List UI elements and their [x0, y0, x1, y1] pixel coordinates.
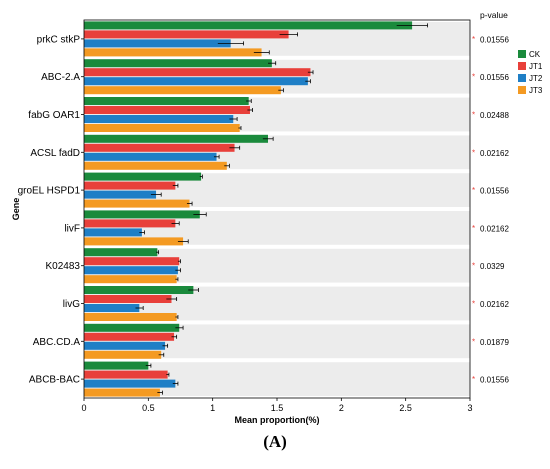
p-value: 0.01556	[480, 35, 509, 44]
category-label: ACSL fadD	[30, 148, 80, 159]
bar	[84, 370, 168, 379]
category-label: fabG OAR1	[28, 110, 80, 121]
category-label: ABCB-BAC	[29, 375, 80, 386]
p-value-marker: *	[472, 186, 475, 195]
bar	[84, 228, 142, 237]
bar	[84, 86, 281, 95]
p-value-marker: *	[472, 73, 475, 82]
bar	[84, 257, 180, 266]
legend-swatch	[518, 62, 526, 70]
p-value-marker: *	[472, 148, 475, 157]
p-value: 0.02162	[480, 300, 509, 309]
bar	[84, 361, 149, 370]
bar	[84, 115, 234, 123]
bar	[84, 332, 175, 341]
p-value-marker: *	[472, 224, 475, 233]
p-value: 0.01879	[480, 338, 509, 347]
bar	[84, 210, 200, 219]
legend-label: CK	[529, 50, 541, 59]
bar	[84, 68, 311, 77]
p-value: 0.01556	[480, 376, 509, 385]
bar	[84, 77, 308, 86]
p-value: 0.02488	[480, 111, 509, 120]
p-value-header: p-value	[480, 10, 508, 20]
bar	[84, 161, 227, 170]
p-value-marker: *	[472, 262, 475, 271]
bar	[84, 295, 172, 303]
bar	[84, 219, 176, 228]
p-value-marker: *	[472, 375, 475, 384]
bar	[84, 341, 166, 350]
p-value: 0.01556	[480, 187, 509, 196]
category-label: livG	[63, 299, 80, 310]
p-value: 0.02162	[480, 149, 509, 158]
x-tick-label: 1.5	[271, 403, 284, 413]
bar	[84, 248, 158, 257]
bar	[84, 124, 240, 132]
bar	[84, 30, 289, 39]
category-label: groEL HSPD1	[18, 186, 81, 197]
category-label: ABC-2.A	[41, 72, 80, 83]
category-label: K02483	[46, 261, 81, 272]
bar	[84, 266, 178, 275]
category-label: ABC.CD.A	[33, 337, 81, 348]
p-value: 0.02162	[480, 224, 509, 233]
bar	[84, 181, 176, 190]
bar	[84, 286, 194, 294]
bar	[84, 152, 217, 161]
bar	[84, 379, 176, 388]
p-value: 0.0329	[480, 262, 505, 271]
x-axis-label: Mean proportion(%)	[235, 415, 320, 425]
bar	[84, 313, 177, 321]
legend-label: JT3	[529, 86, 543, 95]
legend-swatch	[518, 50, 526, 58]
category-label: prkC stkP	[37, 34, 81, 45]
p-value-marker: *	[472, 111, 475, 120]
bar	[84, 59, 272, 68]
bar	[84, 134, 268, 143]
bar	[84, 323, 180, 332]
bar	[84, 143, 235, 152]
bar	[84, 237, 184, 246]
bar	[84, 106, 250, 114]
bar	[84, 172, 202, 181]
bar	[84, 304, 140, 312]
category-label: livF	[64, 223, 80, 234]
legend-swatch	[518, 74, 526, 82]
y-axis-label: Gene	[11, 198, 21, 221]
legend-label: JT1	[529, 62, 543, 71]
p-value-marker: *	[472, 337, 475, 346]
x-tick-label: 1	[210, 403, 215, 413]
bar	[84, 21, 413, 30]
x-tick-label: 2	[339, 403, 344, 413]
legend-label: JT2	[529, 74, 543, 83]
bar	[84, 275, 177, 284]
bar	[84, 199, 190, 208]
bar	[84, 39, 231, 48]
x-tick-label: 0	[81, 403, 86, 413]
bar	[84, 190, 157, 199]
bar	[84, 388, 160, 397]
bar	[84, 350, 162, 359]
x-tick-label: 0.5	[142, 403, 155, 413]
legend-swatch	[518, 86, 526, 94]
x-tick-label: 3	[467, 403, 472, 413]
bar	[84, 48, 262, 57]
figure-caption: (A)	[263, 432, 287, 451]
p-value: 0.01556	[480, 73, 509, 82]
p-value-marker: *	[472, 300, 475, 309]
x-tick-label: 2.5	[399, 403, 412, 413]
bar	[84, 97, 249, 105]
p-value-marker: *	[472, 35, 475, 44]
